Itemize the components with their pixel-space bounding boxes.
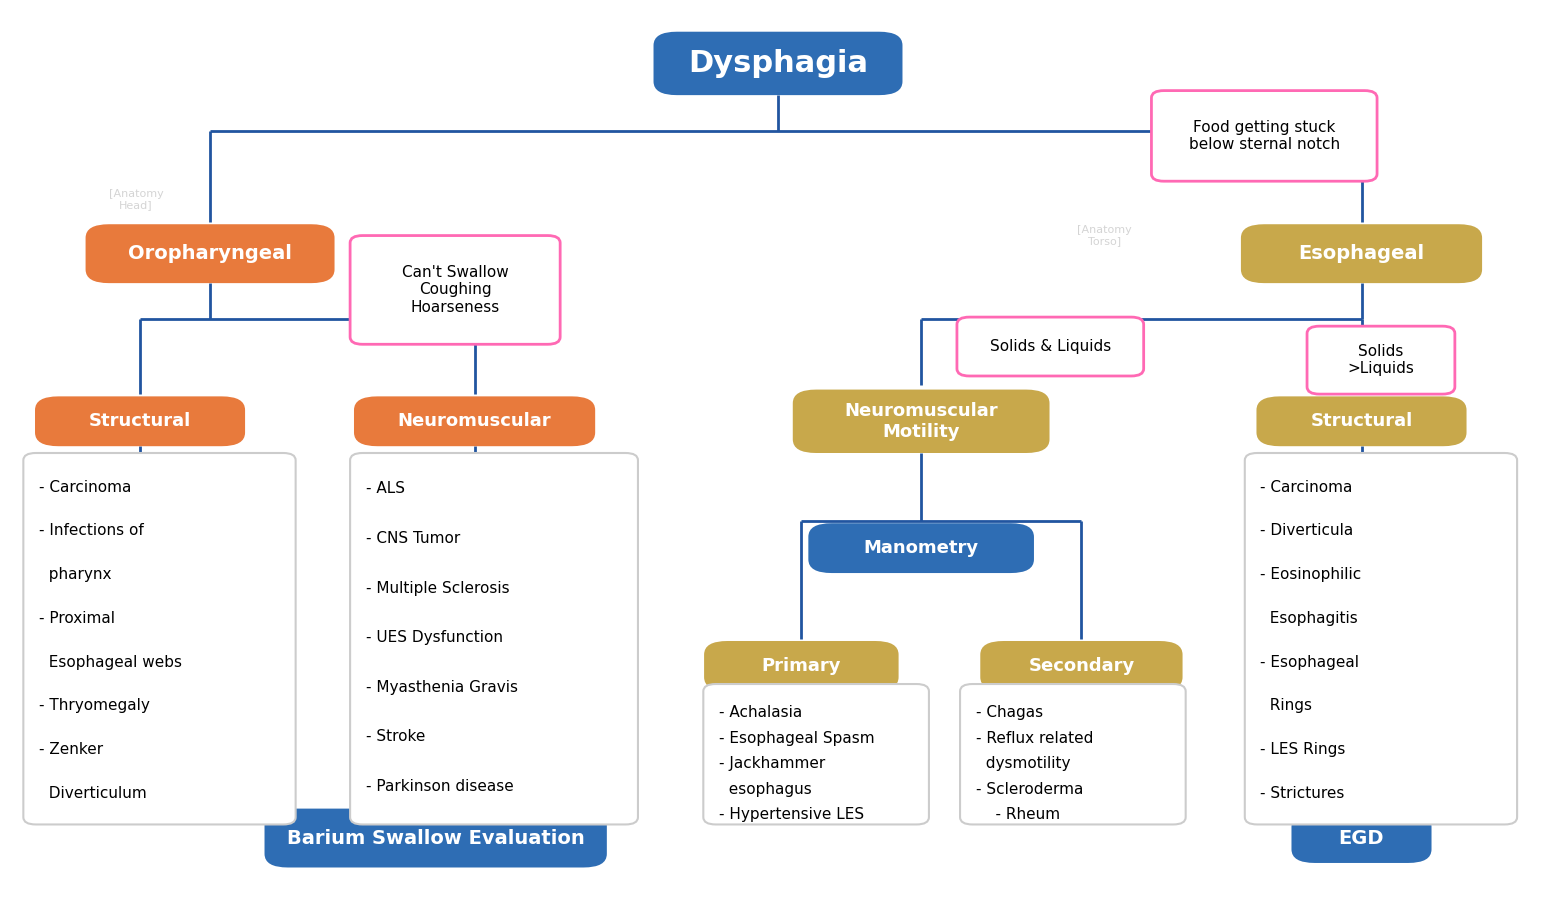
Text: - Esophageal: - Esophageal	[1260, 654, 1360, 670]
Text: - Zenker: - Zenker	[39, 742, 103, 757]
Text: Oropharyngeal: Oropharyngeal	[128, 245, 293, 263]
FancyBboxPatch shape	[960, 684, 1186, 824]
Text: - LES Rings: - LES Rings	[1260, 742, 1346, 757]
Text: - Scleroderma: - Scleroderma	[976, 782, 1083, 797]
FancyBboxPatch shape	[1257, 396, 1466, 446]
FancyBboxPatch shape	[1151, 91, 1377, 181]
Text: Structural: Structural	[1310, 412, 1413, 430]
Text: Neuromuscular
Motility: Neuromuscular Motility	[845, 402, 997, 440]
FancyBboxPatch shape	[1245, 453, 1517, 824]
Text: Primary: Primary	[761, 657, 842, 675]
Text: pharynx: pharynx	[39, 567, 112, 582]
Text: Esophageal webs: Esophageal webs	[39, 654, 182, 670]
Text: - Chagas: - Chagas	[976, 705, 1043, 720]
Text: Dysphagia: Dysphagia	[688, 49, 868, 78]
FancyBboxPatch shape	[350, 453, 638, 824]
Text: - Proximal: - Proximal	[39, 611, 115, 626]
Text: - Achalasia: - Achalasia	[719, 705, 803, 720]
Text: - Esophageal Spasm: - Esophageal Spasm	[719, 731, 874, 746]
Text: - ALS: - ALS	[366, 481, 405, 496]
Text: - Eosinophilic: - Eosinophilic	[1260, 567, 1362, 582]
Text: - Infections of: - Infections of	[39, 524, 143, 538]
FancyBboxPatch shape	[792, 390, 1049, 453]
FancyBboxPatch shape	[86, 225, 335, 283]
Text: Manometry: Manometry	[864, 539, 979, 557]
FancyBboxPatch shape	[980, 641, 1183, 690]
Text: esophagus: esophagus	[719, 782, 812, 797]
Text: - Carcinoma: - Carcinoma	[1260, 479, 1352, 495]
Text: Esophageal: Esophageal	[1298, 245, 1425, 263]
Text: Solids & Liquids: Solids & Liquids	[990, 339, 1111, 354]
Text: Solids
>Liquids: Solids >Liquids	[1347, 344, 1414, 376]
Text: - Jackhammer: - Jackhammer	[719, 757, 825, 771]
Text: - Diverticula: - Diverticula	[1260, 524, 1354, 538]
Text: Secondary: Secondary	[1029, 657, 1134, 675]
Text: - CNS Tumor: - CNS Tumor	[366, 531, 461, 546]
Text: - Hypertensive LES: - Hypertensive LES	[719, 807, 864, 823]
FancyBboxPatch shape	[809, 524, 1033, 573]
Text: EGD: EGD	[1338, 829, 1385, 847]
FancyBboxPatch shape	[957, 317, 1144, 376]
Text: - Parkinson disease: - Parkinson disease	[366, 778, 513, 794]
FancyBboxPatch shape	[703, 641, 899, 690]
FancyBboxPatch shape	[1291, 814, 1432, 863]
Text: Can't Swallow
Coughing
Hoarseness: Can't Swallow Coughing Hoarseness	[401, 265, 509, 314]
Text: - Myasthenia Gravis: - Myasthenia Gravis	[366, 680, 518, 695]
Text: - UES Dysfunction: - UES Dysfunction	[366, 630, 503, 645]
Text: - Strictures: - Strictures	[1260, 786, 1344, 801]
Text: - Reflux related: - Reflux related	[976, 731, 1092, 746]
Text: Neuromuscular: Neuromuscular	[398, 412, 551, 430]
Text: Esophagitis: Esophagitis	[1260, 611, 1358, 626]
Text: - Multiple Sclerosis: - Multiple Sclerosis	[366, 581, 509, 595]
Text: Diverticulum: Diverticulum	[39, 786, 146, 801]
FancyBboxPatch shape	[265, 808, 607, 868]
Text: - Stroke: - Stroke	[366, 729, 425, 744]
Text: - Thryomegaly: - Thryomegaly	[39, 699, 149, 713]
Text: Food getting stuck
below sternal notch: Food getting stuck below sternal notch	[1189, 120, 1340, 152]
FancyBboxPatch shape	[23, 453, 296, 824]
Text: Structural: Structural	[89, 412, 191, 430]
FancyBboxPatch shape	[350, 236, 560, 344]
FancyBboxPatch shape	[1242, 225, 1481, 283]
FancyBboxPatch shape	[654, 32, 902, 95]
FancyBboxPatch shape	[36, 396, 246, 446]
FancyBboxPatch shape	[703, 684, 929, 824]
FancyBboxPatch shape	[353, 396, 594, 446]
Text: - Rheum: - Rheum	[976, 807, 1060, 823]
Text: - Carcinoma: - Carcinoma	[39, 479, 131, 495]
Text: dysmotility: dysmotility	[976, 757, 1071, 771]
Text: Barium Swallow Evaluation: Barium Swallow Evaluation	[286, 829, 585, 847]
FancyBboxPatch shape	[1307, 326, 1455, 394]
Text: Rings: Rings	[1260, 699, 1312, 713]
